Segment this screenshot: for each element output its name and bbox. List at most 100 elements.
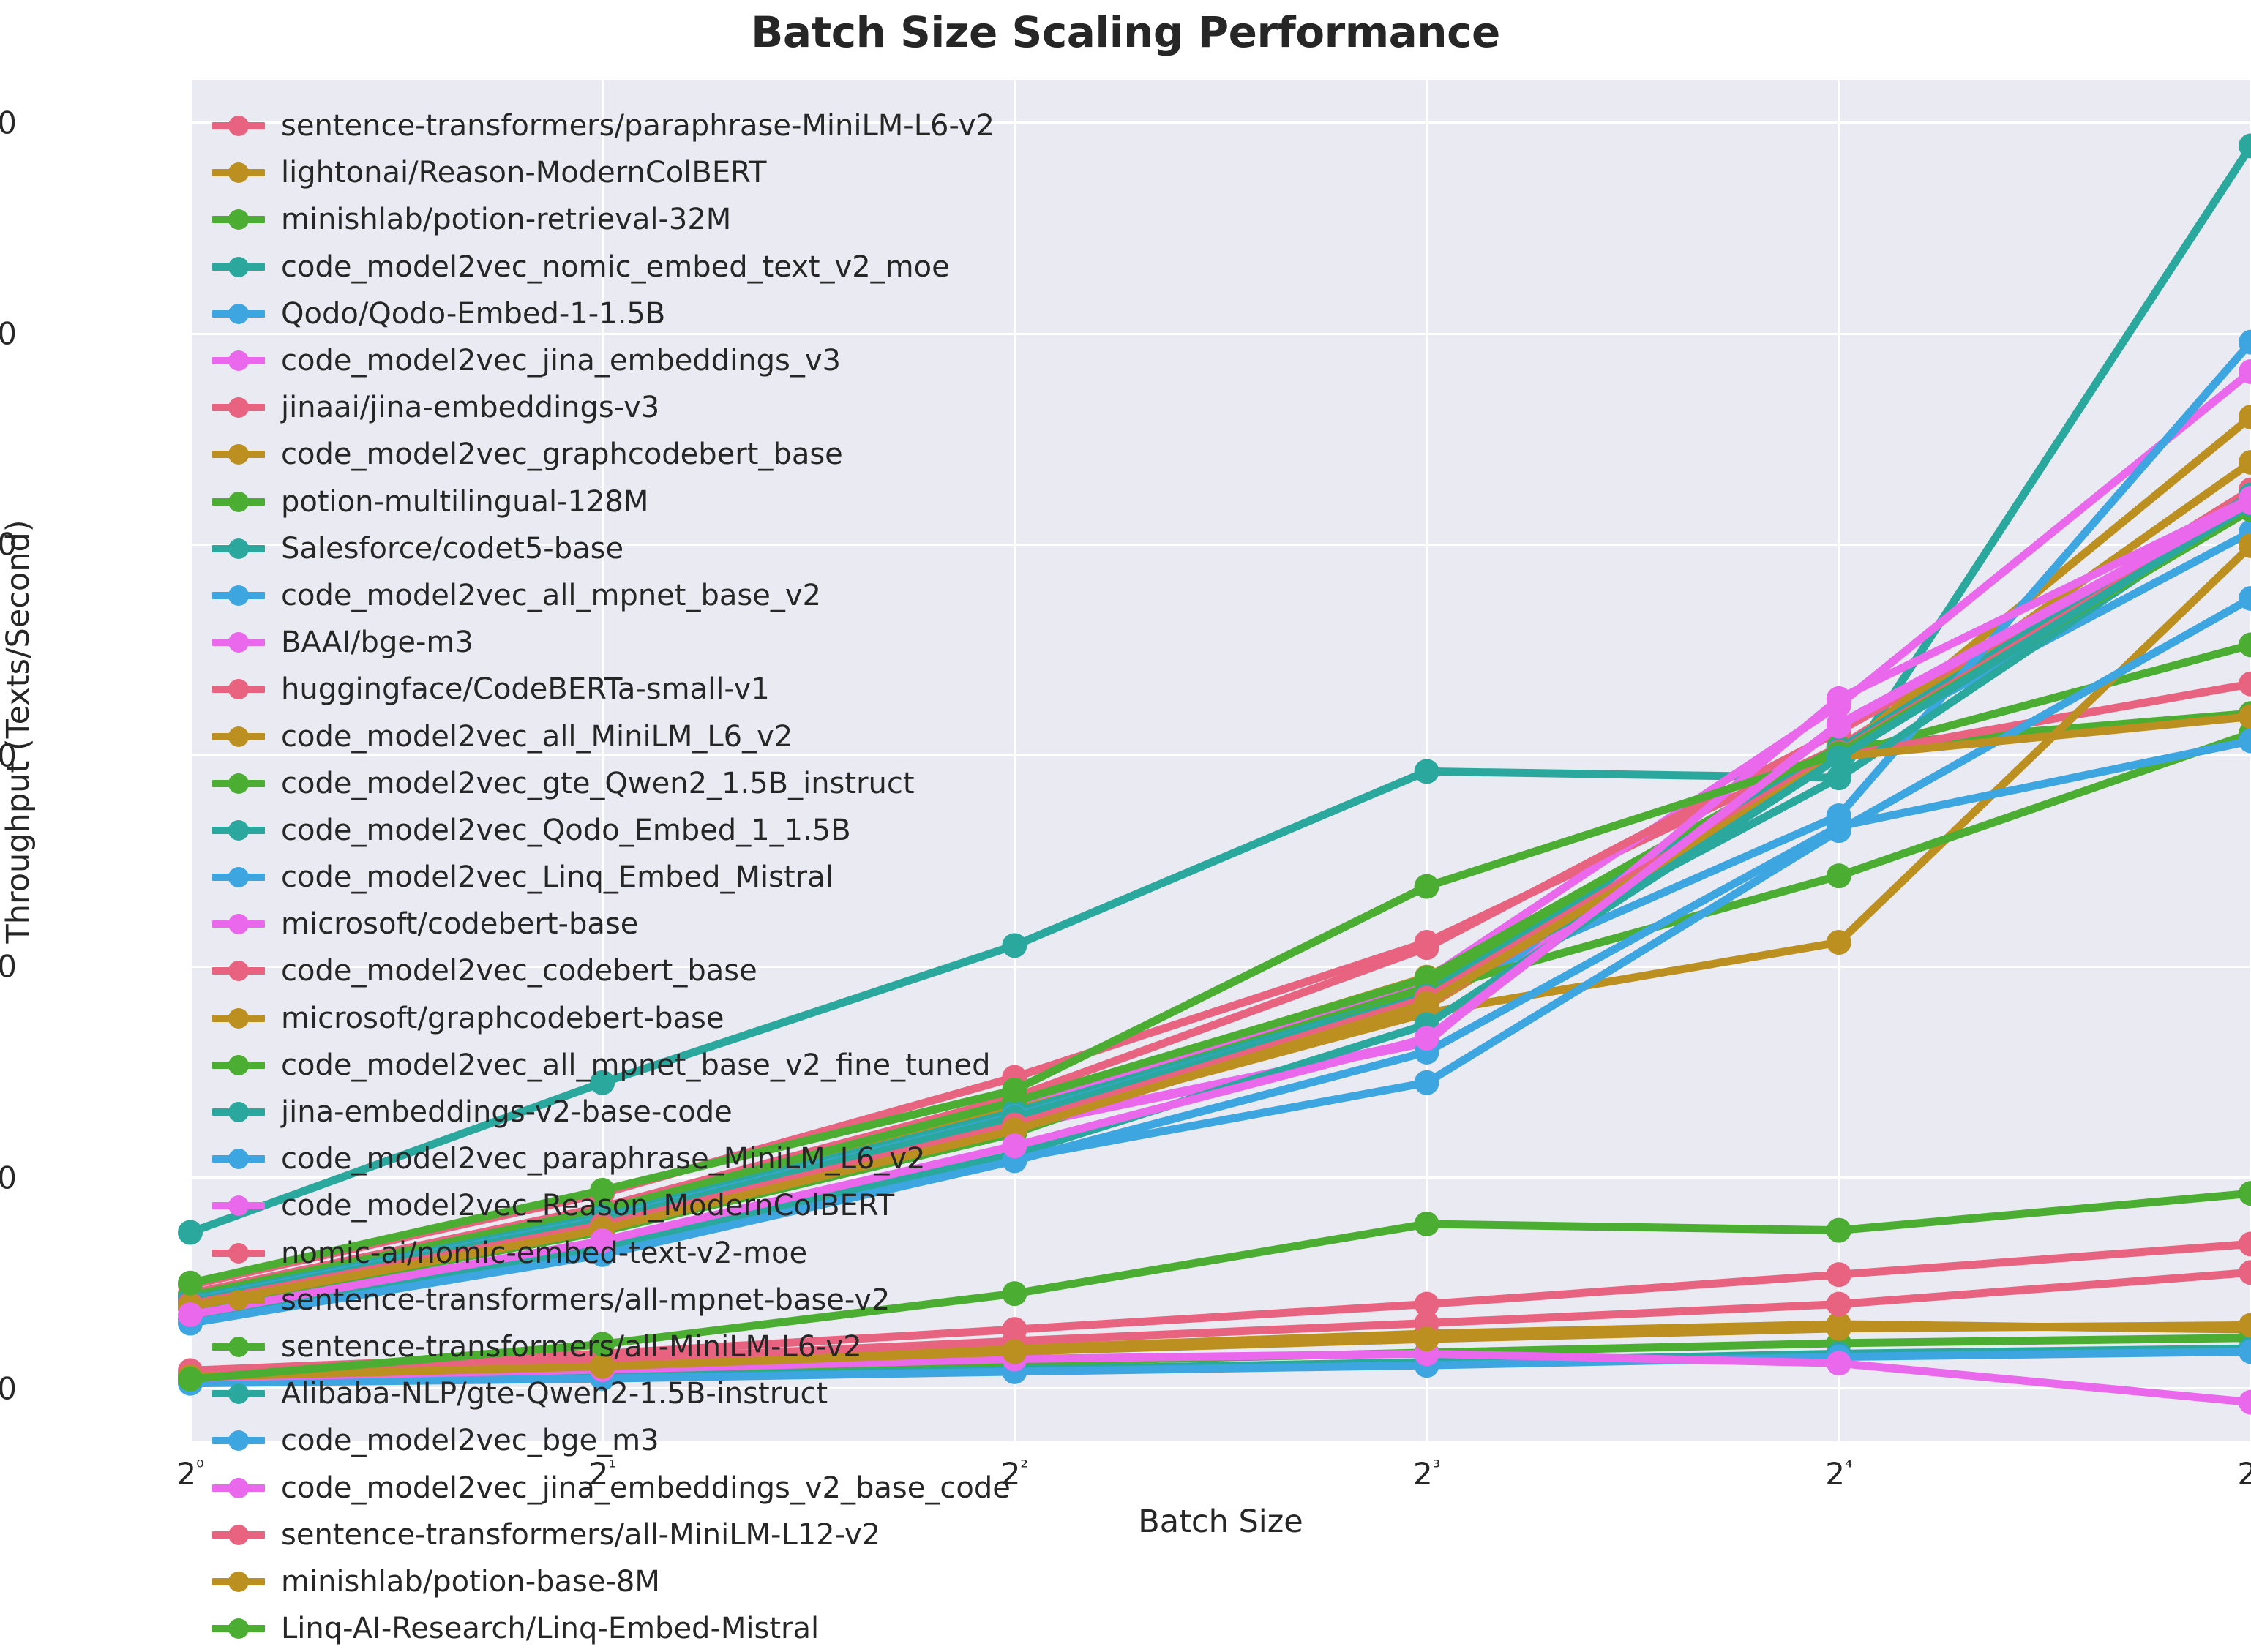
- data-point-marker: [1827, 1351, 1851, 1375]
- data-point-marker: [2239, 672, 2251, 697]
- x-tick-label: 2⁴: [1825, 1456, 1852, 1492]
- legend-item-label: sentence-transformers/all-MiniLM-L6-v2: [281, 1330, 862, 1364]
- legend-item[interactable]: microsoft/graphcodebert-base: [212, 995, 1164, 1042]
- legend-item-label: huggingface/CodeBERTa-small-v1: [281, 672, 770, 706]
- legend-swatch-icon: [212, 819, 265, 841]
- legend-swatch-icon: [212, 443, 265, 465]
- legend-swatch-icon: [212, 1195, 265, 1217]
- legend-swatch-icon: [212, 726, 265, 748]
- data-point-marker: [1415, 1212, 1439, 1236]
- data-point-marker: [2239, 1231, 2251, 1256]
- legend-swatch-icon: [212, 1054, 265, 1076]
- legend-swatch-icon: [212, 1618, 265, 1640]
- data-point-marker: [2239, 632, 2251, 657]
- legend-item[interactable]: code_model2vec_all_mpnet_base_v2_fine_tu…: [212, 1042, 1164, 1089]
- data-point-marker: [178, 1271, 203, 1296]
- legend-item[interactable]: minishlab/potion-retrieval-32M: [212, 196, 1164, 243]
- legend-swatch-icon: [212, 303, 265, 325]
- legend-item[interactable]: BAAI/bge-m3: [212, 619, 1164, 666]
- x-tick-label: 2⁵: [2237, 1456, 2251, 1492]
- legend-item[interactable]: code_model2vec_Linq_Embed_Mistral: [212, 854, 1164, 901]
- data-point-marker: [1827, 930, 1851, 955]
- data-point-marker: [1827, 686, 1851, 711]
- legend-item[interactable]: code_model2vec_Qodo_Embed_1_1.5B: [212, 807, 1164, 854]
- legend-swatch-icon: [212, 1148, 265, 1170]
- legend-item[interactable]: code_model2vec_graphcodebert_base: [212, 431, 1164, 478]
- y-axis-label: Throughput (Texts/Second): [0, 146, 37, 1317]
- legend-item[interactable]: sentence-transformers/all-MiniLM-L12-v2: [212, 1512, 1164, 1558]
- data-point-marker: [178, 1302, 203, 1327]
- legend-item[interactable]: code_model2vec_all_mpnet_base_v2: [212, 572, 1164, 619]
- legend-swatch-icon: [212, 631, 265, 653]
- data-point-marker: [178, 1367, 203, 1392]
- legend-item[interactable]: sentence-transformers/paraphrase-MiniLM-…: [212, 102, 1164, 149]
- legend-swatch-icon: [212, 1383, 265, 1405]
- data-point-marker: [1827, 1262, 1851, 1287]
- legend-item[interactable]: Qodo/Qodo-Embed-1-1.5B: [212, 290, 1164, 337]
- legend-item[interactable]: Salesforce/codet5-base: [212, 525, 1164, 572]
- legend-item-label: code_model2vec_Linq_Embed_Mistral: [281, 860, 834, 894]
- legend-swatch-icon: [212, 913, 265, 935]
- legend-swatch-icon: [212, 1477, 265, 1499]
- legend-item-label: jina-embeddings-v2-base-code: [281, 1095, 733, 1129]
- legend-swatch-icon: [212, 1101, 265, 1123]
- legend-item-label: Qodo/Qodo-Embed-1-1.5B: [281, 297, 665, 331]
- legend-item[interactable]: huggingface/CodeBERTa-small-v1: [212, 666, 1164, 713]
- legend-item[interactable]: Alibaba-NLP/gte-Qwen2-1.5B-instruct: [212, 1370, 1164, 1417]
- legend-swatch-icon: [212, 538, 265, 560]
- data-point-marker: [1827, 863, 1851, 888]
- legend-swatch-icon: [212, 1336, 265, 1358]
- legend-item[interactable]: code_model2vec_jina_embeddings_v3: [212, 337, 1164, 384]
- legend-item[interactable]: sentence-transformers/all-MiniLM-L6-v2: [212, 1324, 1164, 1370]
- legend-item[interactable]: lightonai/Reason-ModernColBERT: [212, 149, 1164, 196]
- data-point-marker: [2239, 1260, 2251, 1285]
- legend-item-label: code_model2vec_all_MiniLM_L6_v2: [281, 720, 793, 754]
- legend-item-label: code_model2vec_all_mpnet_base_v2_fine_tu…: [281, 1048, 991, 1082]
- legend-item[interactable]: code_model2vec_bge_m3: [212, 1417, 1164, 1464]
- legend-item[interactable]: code_model2vec_Reason_ModernColBERT: [212, 1182, 1164, 1229]
- legend-item-label: nomic-ai/nomic-embed-text-v2-moe: [281, 1236, 807, 1270]
- legend-item[interactable]: code_model2vec_gte_Qwen2_1.5B_instruct: [212, 760, 1164, 807]
- data-point-marker: [2239, 1181, 2251, 1206]
- legend-item[interactable]: nomic-ai/nomic-embed-text-v2-moe: [212, 1230, 1164, 1277]
- legend-item[interactable]: code_model2vec_codebert_base: [212, 947, 1164, 994]
- legend-item-label: code_model2vec_paraphrase_MiniLM_L6_v2: [281, 1142, 926, 1176]
- legend: sentence-transformers/paraphrase-MiniLM-…: [212, 102, 1164, 1652]
- legend-item[interactable]: code_model2vec_all_MiniLM_L6_v2: [212, 713, 1164, 759]
- data-point-marker: [1415, 759, 1439, 784]
- data-point-marker: [1827, 713, 1851, 738]
- legend-item-label: code_model2vec_Reason_ModernColBERT: [281, 1189, 894, 1223]
- legend-item[interactable]: potion-multilingual-128M: [212, 478, 1164, 525]
- legend-item-label: potion-multilingual-128M: [281, 485, 648, 519]
- legend-item-label: code_model2vec_all_mpnet_base_v2: [281, 579, 821, 612]
- x-tick-label: 2⁰: [176, 1456, 203, 1492]
- data-point-marker: [178, 1220, 203, 1245]
- data-point-marker: [1415, 1326, 1439, 1351]
- y-tick-label: 0: [0, 1370, 17, 1406]
- page-title: Batch Size Scaling Performance: [0, 7, 2251, 57]
- legend-item-label: minishlab/potion-base-8M: [281, 1565, 660, 1599]
- legend-item-label: jinaai/jina-embeddings-v3: [281, 391, 659, 424]
- data-point-marker: [1827, 1218, 1851, 1243]
- legend-item[interactable]: code_model2vec_jina_embeddings_v2_base_c…: [212, 1464, 1164, 1511]
- legend-swatch-icon: [212, 960, 265, 982]
- data-point-marker: [2239, 1390, 2251, 1415]
- legend-item[interactable]: jinaai/jina-embeddings-v3: [212, 384, 1164, 431]
- legend-item[interactable]: microsoft/codebert-base: [212, 901, 1164, 947]
- legend-item-label: code_model2vec_jina_embeddings_v3: [281, 344, 841, 378]
- data-point-marker: [1827, 1292, 1851, 1317]
- legend-item[interactable]: sentence-transformers/all-mpnet-base-v2: [212, 1277, 1164, 1324]
- legend-item[interactable]: jina-embeddings-v2-base-code: [212, 1089, 1164, 1135]
- legend-item[interactable]: minishlab/potion-base-8M: [212, 1558, 1164, 1605]
- legend-swatch-icon: [212, 491, 265, 513]
- legend-item[interactable]: Linq-AI-Research/Linq-Embed-Mistral: [212, 1605, 1164, 1652]
- legend-item-label: code_model2vec_Qodo_Embed_1_1.5B: [281, 814, 851, 847]
- legend-swatch-icon: [212, 209, 265, 230]
- data-point-marker: [1415, 1070, 1439, 1095]
- legend-item-label: code_model2vec_graphcodebert_base: [281, 438, 843, 471]
- legend-item[interactable]: code_model2vec_nomic_embed_text_v2_moe: [212, 244, 1164, 290]
- legend-item-label: code_model2vec_nomic_embed_text_v2_moe: [281, 250, 950, 284]
- legend-item-label: minishlab/potion-retrieval-32M: [281, 203, 731, 236]
- legend-item[interactable]: code_model2vec_paraphrase_MiniLM_L6_v2: [212, 1135, 1164, 1182]
- data-point-marker: [1827, 746, 1851, 770]
